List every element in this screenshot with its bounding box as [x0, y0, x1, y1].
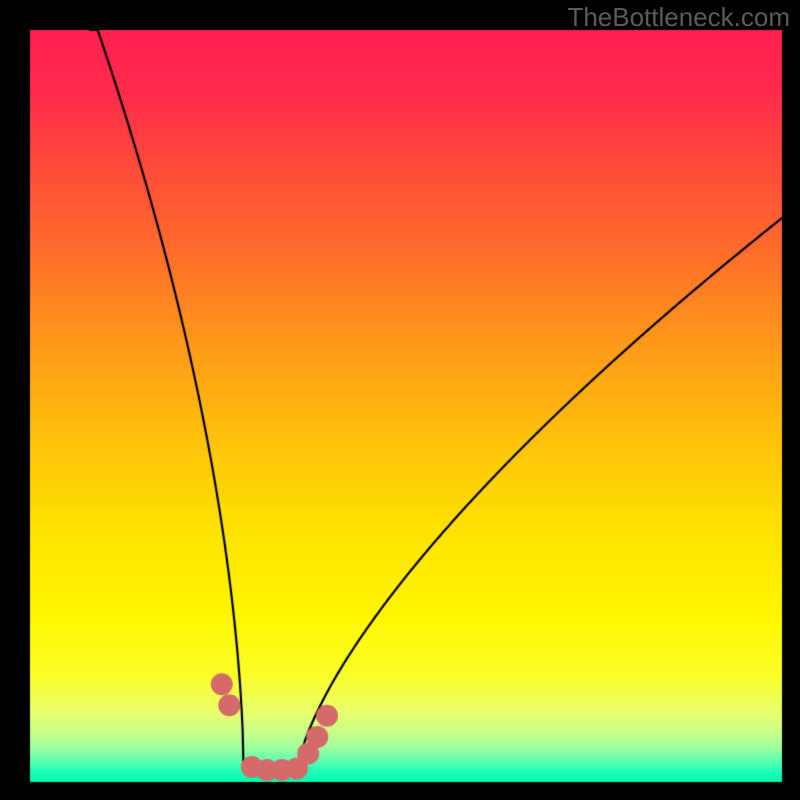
bottleneck-chart [0, 0, 800, 800]
